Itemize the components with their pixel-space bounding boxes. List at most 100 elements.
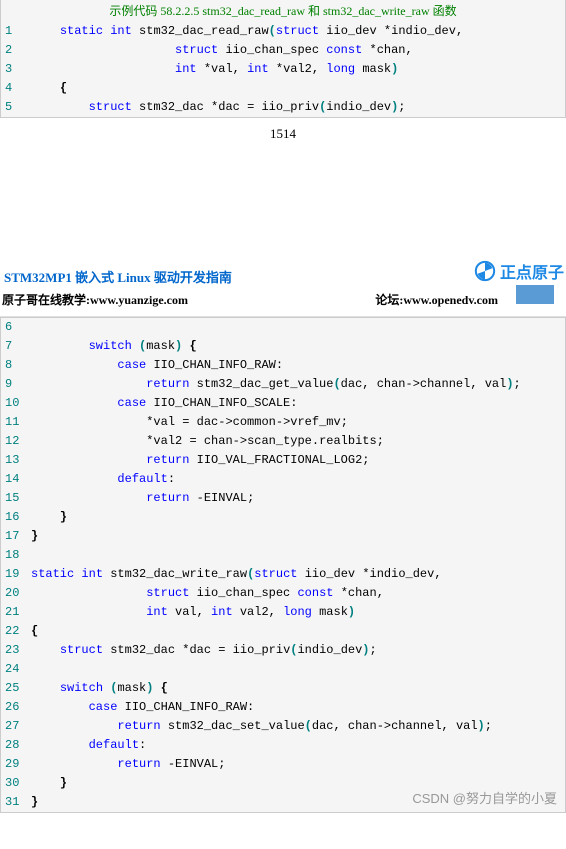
code-row: 2 struct iio_chan_spec const *chan, bbox=[1, 41, 565, 60]
code-content bbox=[25, 660, 31, 679]
sub-right-label: 论坛: bbox=[375, 293, 403, 307]
line-number: 30 bbox=[1, 774, 25, 793]
header-logo: 正点原子 bbox=[474, 259, 564, 283]
code-row: 7 switch (mask) { bbox=[1, 337, 565, 356]
line-number: 4 bbox=[1, 79, 25, 98]
code-content: struct iio_chan_spec const *chan, bbox=[25, 584, 384, 603]
line-number: 5 bbox=[1, 98, 25, 117]
code-row: 30 } bbox=[1, 774, 565, 793]
code-content: default: bbox=[25, 470, 175, 489]
code-content: switch (mask) { bbox=[25, 679, 168, 698]
code-row: 20 struct iio_chan_spec const *chan, bbox=[1, 584, 565, 603]
code-row: 3 int *val, int *val2, long mask) bbox=[1, 60, 565, 79]
line-number: 1 bbox=[1, 22, 25, 41]
code-row: 26 case IIO_CHAN_INFO_RAW: bbox=[1, 698, 565, 717]
code-content: case IIO_CHAN_INFO_RAW: bbox=[25, 698, 254, 717]
header-sub-right: 论坛:www.openedv.com bbox=[375, 291, 498, 308]
blue-rect-decoration bbox=[516, 285, 554, 304]
line-number: 21 bbox=[1, 603, 25, 622]
code-row: 8 case IIO_CHAN_INFO_RAW: bbox=[1, 356, 565, 375]
code-content: { bbox=[25, 79, 67, 98]
code-row: 24 bbox=[1, 660, 565, 679]
code-row: 9 return stm32_dac_get_value(dac, chan->… bbox=[1, 375, 565, 394]
line-number: 25 bbox=[1, 679, 25, 698]
code-row: 6 bbox=[1, 318, 565, 337]
line-number: 16 bbox=[1, 508, 25, 527]
code-row: 13 return IIO_VAL_FRACTIONAL_LOG2; bbox=[1, 451, 565, 470]
code-lines-1: 1 static int stm32_dac_read_raw(struct i… bbox=[1, 22, 565, 117]
line-number: 7 bbox=[1, 337, 25, 356]
line-number: 12 bbox=[1, 432, 25, 451]
line-number: 9 bbox=[1, 375, 25, 394]
code-row: 15 return -EINVAL; bbox=[1, 489, 565, 508]
code-content: switch (mask) { bbox=[25, 337, 197, 356]
code-row: 16 } bbox=[1, 508, 565, 527]
line-number: 13 bbox=[1, 451, 25, 470]
sub-left-label: 原子哥在线教学: bbox=[2, 293, 90, 307]
code-content: return stm32_dac_get_value(dac, chan->ch… bbox=[25, 375, 521, 394]
line-number: 23 bbox=[1, 641, 25, 660]
code-content: static int stm32_dac_write_raw(struct ii… bbox=[25, 565, 442, 584]
line-number: 29 bbox=[1, 755, 25, 774]
code-row: 23 struct stm32_dac *dac = iio_priv(indi… bbox=[1, 641, 565, 660]
code-row: 10 case IIO_CHAN_INFO_SCALE: bbox=[1, 394, 565, 413]
sub-right-link[interactable]: www.openedv.com bbox=[403, 293, 498, 307]
line-number: 6 bbox=[1, 318, 25, 337]
sub-left-link[interactable]: www.yuanzige.com bbox=[90, 293, 188, 307]
code-caption: 示例代码 58.2.2.5 stm32_dac_read_raw 和 stm32… bbox=[1, 0, 565, 22]
code-row: 22{ bbox=[1, 622, 565, 641]
line-number: 22 bbox=[1, 622, 25, 641]
line-number: 28 bbox=[1, 736, 25, 755]
line-number: 18 bbox=[1, 546, 25, 565]
line-number: 17 bbox=[1, 527, 25, 546]
code-content: } bbox=[25, 508, 67, 527]
line-number: 10 bbox=[1, 394, 25, 413]
line-number: 19 bbox=[1, 565, 25, 584]
code-block-1: 示例代码 58.2.2.5 stm32_dac_read_raw 和 stm32… bbox=[0, 0, 566, 118]
code-row: 11 *val = dac->common->vref_mv; bbox=[1, 413, 565, 432]
line-number: 31 bbox=[1, 793, 25, 812]
code-row: 12 *val2 = chan->scan_type.realbits; bbox=[1, 432, 565, 451]
logo-text: 正点原子 bbox=[500, 259, 564, 283]
code-row: 18 bbox=[1, 546, 565, 565]
code-row: 4 { bbox=[1, 79, 565, 98]
page-2: STM32MP1 嵌入式 Linux 驱动开发指南 正点原子 原子哥在线教学:w… bbox=[0, 258, 566, 813]
code-row: 21 int val, int val2, long mask) bbox=[1, 603, 565, 622]
code-content: return -EINVAL; bbox=[25, 755, 225, 774]
code-row: 28 default: bbox=[1, 736, 565, 755]
code-content: static int stm32_dac_read_raw(struct iio… bbox=[25, 22, 463, 41]
line-number: 3 bbox=[1, 60, 25, 79]
code-content: case IIO_CHAN_INFO_RAW: bbox=[25, 356, 283, 375]
line-number: 24 bbox=[1, 660, 25, 679]
code-content bbox=[25, 546, 31, 565]
line-number: 27 bbox=[1, 717, 25, 736]
code-content: } bbox=[25, 793, 38, 812]
code-row: 27 return stm32_dac_set_value(dac, chan-… bbox=[1, 717, 565, 736]
code-content bbox=[25, 318, 31, 337]
code-content: return IIO_VAL_FRACTIONAL_LOG2; bbox=[25, 451, 369, 470]
code-content: { bbox=[25, 622, 38, 641]
code-row: 5 struct stm32_dac *dac = iio_priv(indio… bbox=[1, 98, 565, 117]
line-number: 15 bbox=[1, 489, 25, 508]
header-sub-left: 原子哥在线教学:www.yuanzige.com bbox=[2, 291, 188, 308]
code-content: } bbox=[25, 527, 38, 546]
code-content: return stm32_dac_set_value(dac, chan->ch… bbox=[25, 717, 492, 736]
page-gap bbox=[0, 148, 566, 258]
page-header: STM32MP1 嵌入式 Linux 驱动开发指南 正点原子 原子哥在线教学:w… bbox=[0, 258, 566, 317]
code-row: 19static int stm32_dac_write_raw(struct … bbox=[1, 565, 565, 584]
code-block-2: 67 switch (mask) {8 case IIO_CHAN_INFO_R… bbox=[0, 317, 566, 813]
page-number: 1514 bbox=[0, 118, 566, 148]
line-number: 14 bbox=[1, 470, 25, 489]
line-number: 20 bbox=[1, 584, 25, 603]
code-lines-2: 67 switch (mask) {8 case IIO_CHAN_INFO_R… bbox=[1, 318, 565, 812]
code-content: *val2 = chan->scan_type.realbits; bbox=[25, 432, 384, 451]
line-number: 8 bbox=[1, 356, 25, 375]
code-content: return -EINVAL; bbox=[25, 489, 254, 508]
code-row: 25 switch (mask) { bbox=[1, 679, 565, 698]
code-content: struct stm32_dac *dac = iio_priv(indio_d… bbox=[25, 641, 377, 660]
code-content: struct iio_chan_spec const *chan, bbox=[25, 41, 413, 60]
line-number: 2 bbox=[1, 41, 25, 60]
code-row: 17} bbox=[1, 527, 565, 546]
code-content: int val, int val2, long mask) bbox=[25, 603, 355, 622]
logo-icon bbox=[474, 260, 496, 282]
